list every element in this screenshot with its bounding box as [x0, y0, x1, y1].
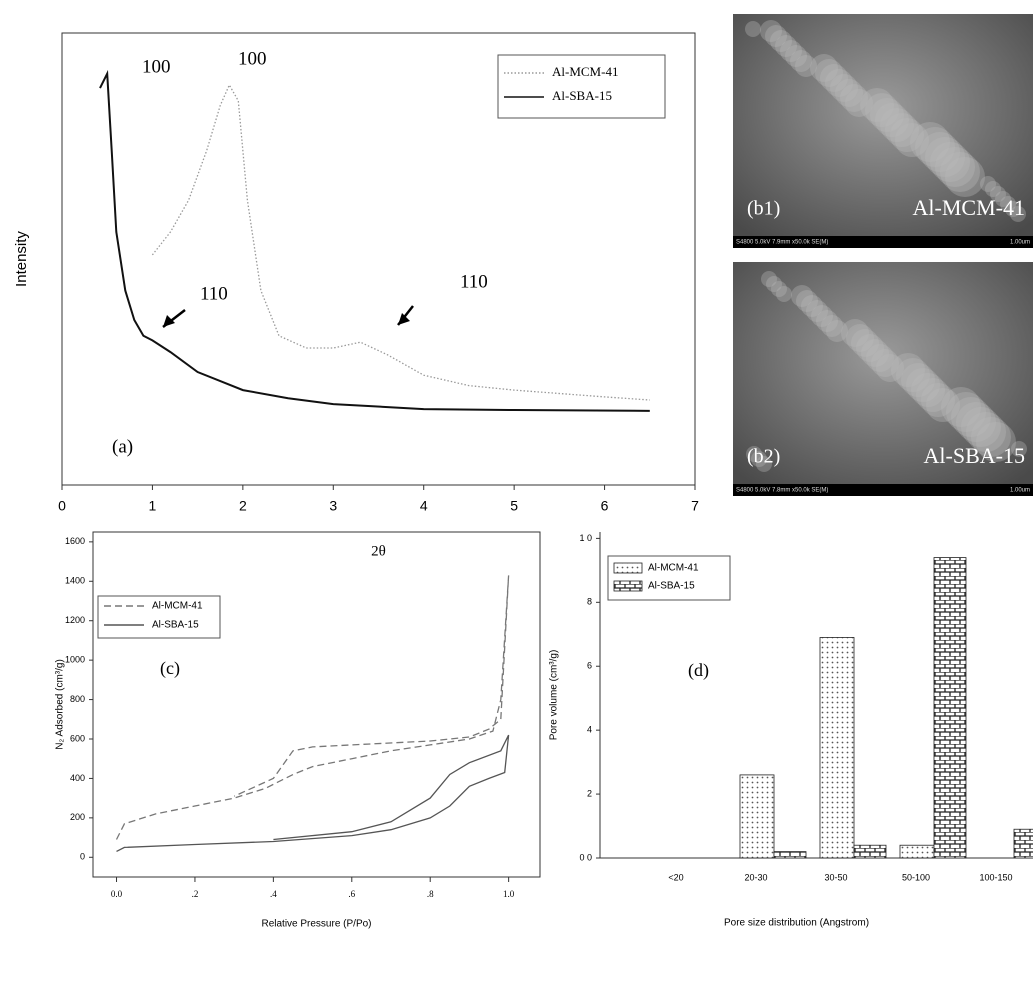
x-tick-label: 1: [149, 498, 157, 514]
particle: [761, 271, 777, 287]
x-tick-label: 1.0: [503, 889, 515, 899]
legend-label: Al-MCM-41: [648, 563, 699, 574]
x-tick-label: 20-30: [744, 872, 767, 882]
legend-label: Al-SBA-15: [648, 581, 695, 592]
x-tick-label: 0: [58, 498, 66, 514]
annotation: (a): [112, 436, 133, 457]
x-tick-label: 50-100: [902, 872, 930, 882]
y-tick-label: 1200: [65, 615, 85, 625]
sem-scale: 1.00um: [1010, 240, 1030, 246]
y-tick-label: 2: [587, 788, 592, 798]
sem-sample: Al-SBA-15: [924, 443, 1025, 468]
sem-caption: S4800 5.0kV 7.8mm x50.0k SE(M): [736, 488, 828, 494]
legend-swatch: [614, 563, 642, 573]
y-tick-label: 200: [70, 812, 85, 822]
y-tick-label: 1600: [65, 536, 85, 546]
x-tick-label: 100-150: [979, 872, 1012, 882]
x-tick-label: 3: [329, 498, 337, 514]
x-axis-title: 2θ: [371, 543, 386, 559]
particle: [891, 353, 925, 387]
y-tick-label: 6: [587, 661, 592, 671]
particle: [791, 285, 813, 307]
y-axis-title: N₂ Adsorbed (cm³/g): [55, 659, 66, 750]
annotation: 110: [460, 271, 488, 292]
x-axis-title: Relative Pressure (P/Po): [261, 919, 371, 930]
x-tick-label: 30-50: [824, 872, 847, 882]
y-tick-label: 0 0: [579, 852, 592, 862]
bar: [934, 558, 966, 858]
bar: [854, 845, 886, 858]
bar: [1014, 829, 1033, 858]
x-tick-label: 6: [601, 498, 609, 514]
y-tick-label: 1 0: [579, 533, 592, 543]
particle: [860, 88, 894, 122]
y-tick-label: 1000: [65, 655, 85, 665]
y-axis-title: Pore volume (cm³/g): [549, 650, 560, 741]
x-tick-label: .8: [427, 889, 434, 899]
x-tick-label: 5: [510, 498, 518, 514]
legend-swatch: [614, 581, 642, 591]
particle: [910, 122, 950, 162]
legend-label: Al-SBA-15: [552, 88, 612, 103]
sem-caption: S4800 5.0kV 7.9mm x50.0k SE(M): [736, 240, 828, 246]
y-tick-label: 4: [587, 725, 592, 735]
particle: [841, 319, 869, 347]
annotation: 100: [142, 56, 171, 77]
particle: [980, 176, 996, 192]
particle: [760, 20, 782, 42]
annotation: (d): [688, 660, 709, 681]
arrow-head: [398, 313, 410, 325]
plot-frame: [93, 532, 540, 877]
x-tick-label: 7: [691, 498, 699, 514]
x-tick-label: 2: [239, 498, 247, 514]
y-tick-label: 0: [80, 852, 85, 862]
particle: [941, 387, 981, 427]
y-tick-label: 800: [70, 694, 85, 704]
x-tick-label: .2: [192, 889, 199, 899]
sem-sample: Al-MCM-41: [913, 195, 1025, 220]
legend-label: Al-SBA-15: [152, 620, 199, 631]
sem-label: (b1): [747, 198, 780, 220]
series-line: [117, 735, 509, 851]
x-tick-label: <20: [668, 872, 683, 882]
x-tick-label: .6: [348, 889, 355, 899]
y-tick-label: 600: [70, 733, 85, 743]
x-tick-label: 4: [420, 498, 428, 514]
legend-label: Al-MCM-41: [552, 64, 618, 79]
y-tick-label: 8: [587, 597, 592, 607]
particle: [810, 54, 838, 82]
arrow-head: [163, 315, 175, 327]
sem-label: (b2): [747, 446, 780, 468]
x-tick-label: 0.0: [111, 889, 123, 899]
page: {"chart_data": [ {"type": "line", "x_lab…: [0, 0, 1033, 996]
x-tick-label: .4: [270, 889, 277, 899]
y-tick-label: 1400: [65, 576, 85, 586]
bar: [820, 637, 854, 858]
annotation: 110: [200, 283, 228, 304]
bar: [740, 775, 774, 858]
y-axis-title: Intensity: [13, 231, 30, 287]
series-line: [100, 74, 650, 411]
annotation: (c): [160, 658, 180, 679]
particle: [745, 21, 761, 37]
bar: [774, 852, 806, 858]
sem-scale: 1.00um: [1010, 488, 1030, 494]
series-line: [152, 85, 649, 400]
annotation: 100: [238, 48, 267, 69]
figure: S4800 5.0kV 7.9mm x50.0k SE(M) 1.00um (b1)…: [0, 0, 1033, 996]
x-axis-title: Pore size distribution (Angstrom): [724, 918, 869, 929]
bar: [900, 845, 934, 858]
y-tick-label: 400: [70, 773, 85, 783]
legend-label: Al-MCM-41: [152, 601, 203, 612]
